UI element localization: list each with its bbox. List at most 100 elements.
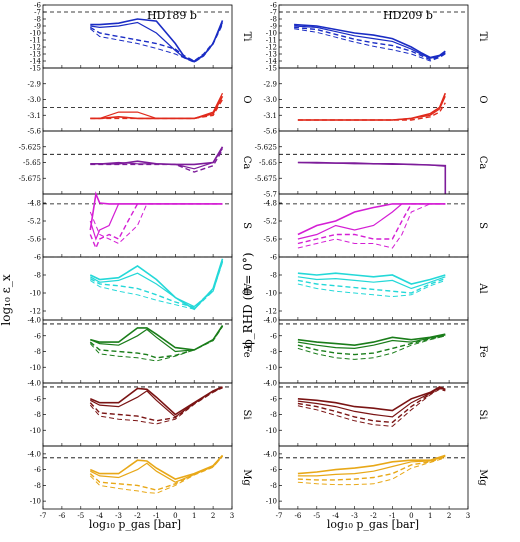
y-tick-label: -5.7 [264, 191, 278, 199]
series-line [294, 25, 446, 59]
y-tick-label: -4.8 [28, 200, 42, 208]
x-tick-label: -5 [77, 512, 84, 520]
series-line [297, 102, 446, 121]
series-line [297, 161, 447, 194]
panel-right-ca: -5.6 -5.625 -5.65 -5.675 -5.7 Ca [255, 128, 488, 199]
series-line [297, 454, 446, 475]
series-line [297, 386, 446, 412]
series-line [89, 326, 223, 362]
panel-frame [42, 382, 233, 447]
element-label: S [241, 222, 252, 229]
series-line [297, 161, 446, 194]
panel-right-ti: -6-7-8-9-10-11-12-13-14-15 Ti [266, 2, 488, 73]
series-line [297, 276, 446, 290]
x-tick-label: 1 [192, 512, 196, 520]
series-line [297, 456, 446, 481]
series-line [90, 99, 224, 120]
y-tick-label: -8 [270, 16, 277, 24]
y-tick-label: -10 [30, 364, 41, 372]
series-line [297, 387, 446, 424]
series-line [90, 325, 224, 353]
y-tick-label: -3.0 [28, 96, 42, 104]
panel-frame [278, 67, 469, 132]
element-label: Ti [477, 32, 488, 42]
series-line [297, 96, 446, 121]
y-tick-label: -4.0 [264, 380, 278, 388]
y-tick-label: -6 [34, 395, 41, 403]
element-label: Al [241, 282, 252, 293]
y-tick-label: -8 [270, 348, 277, 356]
x-tick-label: 0 [409, 512, 413, 520]
y-tick-label: -5.675 [255, 175, 277, 183]
y-tick-label: -10 [30, 290, 41, 298]
x-tick-label: -6 [58, 512, 65, 520]
series-line [89, 325, 224, 359]
y-tick-label: -5.65 [259, 159, 277, 167]
element-label: Si [477, 409, 488, 419]
element-label: Ca [241, 156, 252, 170]
series-line [297, 334, 446, 350]
y-tick-label: -10 [266, 427, 277, 435]
element-label: Al [477, 282, 488, 293]
x-tick-label: -4 [96, 512, 103, 520]
panel-right-o: -2.9 -3.0 -3.1 O [264, 67, 488, 132]
x-tick-label: -4 [332, 512, 339, 520]
y-tick-label: -15 [266, 65, 277, 73]
y-tick-label: -8 [34, 411, 41, 419]
series-line [297, 277, 446, 294]
series-line [297, 333, 446, 347]
series-line [297, 387, 446, 418]
y-axis-label-right: ϕ_RHD (θ = 0°) [241, 252, 255, 347]
series-line [89, 455, 223, 494]
panel-left-o: -2.9 -3.0 -3.1 O [28, 67, 252, 132]
panel-frame [42, 4, 233, 69]
panel-frame [278, 256, 469, 321]
series-line [89, 258, 224, 311]
y-tick-label: -8 [34, 482, 41, 490]
panel-left-ti: -6-7-8-9-10-11-12-13-14-15 Ti [30, 2, 252, 73]
panel-frame [42, 319, 233, 384]
series-line [297, 203, 446, 240]
y-tick-label: -14 [266, 58, 278, 66]
x-tick-label: -7 [276, 512, 283, 520]
y-tick-label: -4.0 [28, 450, 42, 458]
y-tick-label: -5.6 [264, 128, 278, 136]
x-tick-label: -2 [134, 512, 141, 520]
x-axis-label-right: log₁₀ p_gas [bar] [327, 518, 419, 531]
x-tick-label: 3 [466, 512, 470, 520]
series-line [297, 455, 446, 477]
y-tick-label: -5.6 [264, 236, 278, 244]
element-label: Mg [241, 469, 252, 486]
y-tick-label: -7 [34, 9, 41, 17]
series-line [90, 387, 223, 418]
y-tick-label: -14 [30, 58, 42, 66]
panel-left-fe: -4.0 -6 -8 -10 Fe [28, 317, 252, 384]
panel-frame [42, 67, 233, 132]
y-tick-label: -6 [270, 395, 277, 403]
y-tick-label: -10 [266, 30, 277, 38]
y-tick-label: -6 [270, 254, 277, 262]
y-tick-label: -6 [34, 254, 41, 262]
series-line [294, 28, 446, 62]
y-tick-label: -8 [34, 348, 41, 356]
y-tick-label: -12 [30, 44, 41, 52]
series-line [297, 335, 446, 360]
y-tick-label: -4.0 [28, 317, 42, 325]
y-axis-label: log₁₀ ε_x [0, 274, 13, 325]
y-tick-label: -4.0 [28, 380, 42, 388]
y-tick-label: -5.2 [264, 218, 278, 226]
element-label: Mg [477, 469, 488, 486]
y-tick-label: -5.6 [28, 236, 42, 244]
series-line [294, 23, 446, 59]
y-tick-label: -6 [34, 332, 41, 340]
y-tick-label: -8 [34, 16, 41, 24]
panel-left-mg: -4.0 -6 -8 -10 Mg [28, 445, 252, 510]
y-tick-label: -12 [266, 44, 277, 52]
panel-left-si: -4.0 -6 -8 -10 Si [28, 380, 252, 447]
series-line [297, 203, 446, 236]
y-tick-label: -10 [30, 498, 41, 506]
y-tick-label: -6 [34, 466, 41, 474]
y-tick-label: -5.65 [23, 159, 41, 167]
series-line [90, 148, 223, 170]
